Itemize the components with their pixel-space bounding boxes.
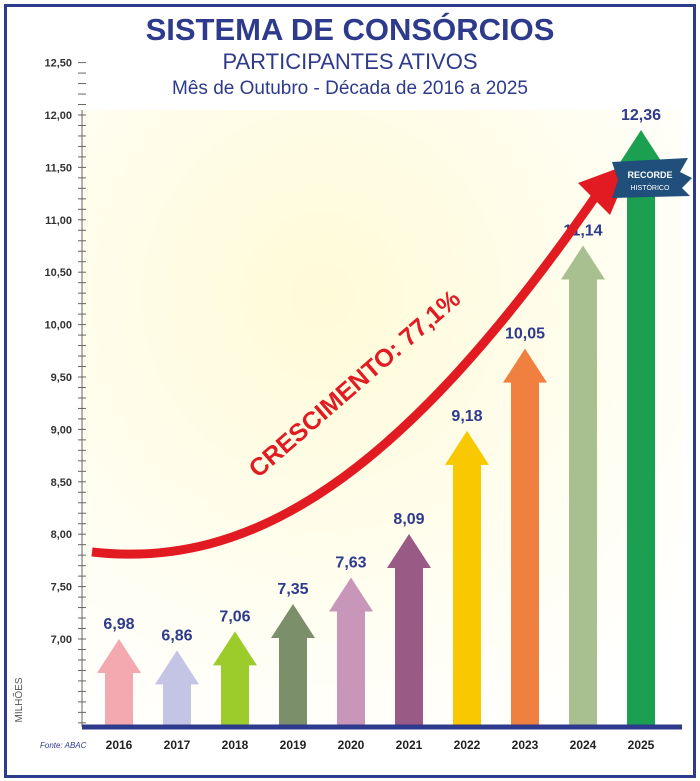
y-tick-label: 10,50	[44, 267, 72, 279]
y-tick-label: 10,00	[44, 320, 72, 332]
y-tick-label: 7,00	[51, 634, 72, 646]
chart-subtitle-period: Mês de Outubro - Década de 2016 a 2025	[172, 78, 528, 99]
x-tick-label: 2018	[222, 738, 249, 752]
x-tick-label: 2024	[570, 738, 597, 752]
bar-arrow-2021	[387, 533, 431, 725]
frame-border	[4, 4, 696, 778]
chart-title: SISTEMA DE CONSÓRCIOS	[145, 12, 555, 47]
y-tick-label: 9,50	[51, 372, 72, 384]
bar-arrow-2025	[619, 130, 663, 725]
data-label: 7,06	[219, 608, 250, 625]
bar-arrow-2024	[561, 245, 605, 726]
bar-arrow-2020	[329, 577, 373, 725]
bar-arrow-2023	[503, 348, 547, 725]
y-tick-label: 8,00	[51, 529, 72, 541]
chart-subtitle: PARTICIPANTES ATIVOS	[222, 49, 478, 74]
data-label: 8,09	[393, 511, 424, 528]
bar-arrow-2016	[97, 639, 141, 725]
y-tick-label: 7,50	[51, 582, 72, 594]
y-tick-label: 8,50	[51, 477, 72, 489]
x-tick-label: 2025	[628, 738, 655, 752]
data-label: 7,63	[335, 555, 366, 572]
data-label: 6,86	[161, 627, 192, 644]
source-note: Fonte: ABAC	[40, 741, 87, 750]
x-tick-label: 2021	[396, 738, 423, 752]
x-tick-label: 2019	[280, 738, 307, 752]
bar-arrow-2017	[155, 650, 199, 725]
x-tick-label: 2017	[164, 738, 191, 752]
badge-line2: HISTÓRICO	[631, 183, 670, 192]
y-tick-label: 11,50	[45, 162, 72, 174]
data-label: 6,98	[103, 616, 134, 633]
y-tick-label: 9,00	[51, 424, 72, 436]
x-tick-label: 2023	[512, 738, 539, 752]
growth-curve	[91, 187, 604, 559]
bar-arrow-2022	[445, 430, 489, 725]
x-tick-label: 2016	[106, 738, 133, 752]
data-label: 9,18	[451, 408, 482, 425]
bar-arrow-2019	[271, 603, 315, 725]
data-label: 7,35	[277, 581, 308, 598]
record-badge: RECORDE HISTÓRICO	[612, 158, 692, 198]
y-tick-label: 11,00	[45, 215, 72, 227]
y-tick-label: 12,50	[44, 58, 72, 70]
x-tick-label: 2020	[338, 738, 365, 752]
data-label: 10,05	[505, 326, 545, 343]
bar-arrow-2018	[213, 631, 257, 725]
x-tick-label: 2022	[454, 738, 481, 752]
y-tick-label: 12,00	[44, 110, 72, 122]
badge-line1: RECORDE	[627, 170, 672, 180]
y-axis-label: MILHÕES	[12, 677, 25, 722]
data-label: 12,36	[621, 107, 661, 124]
